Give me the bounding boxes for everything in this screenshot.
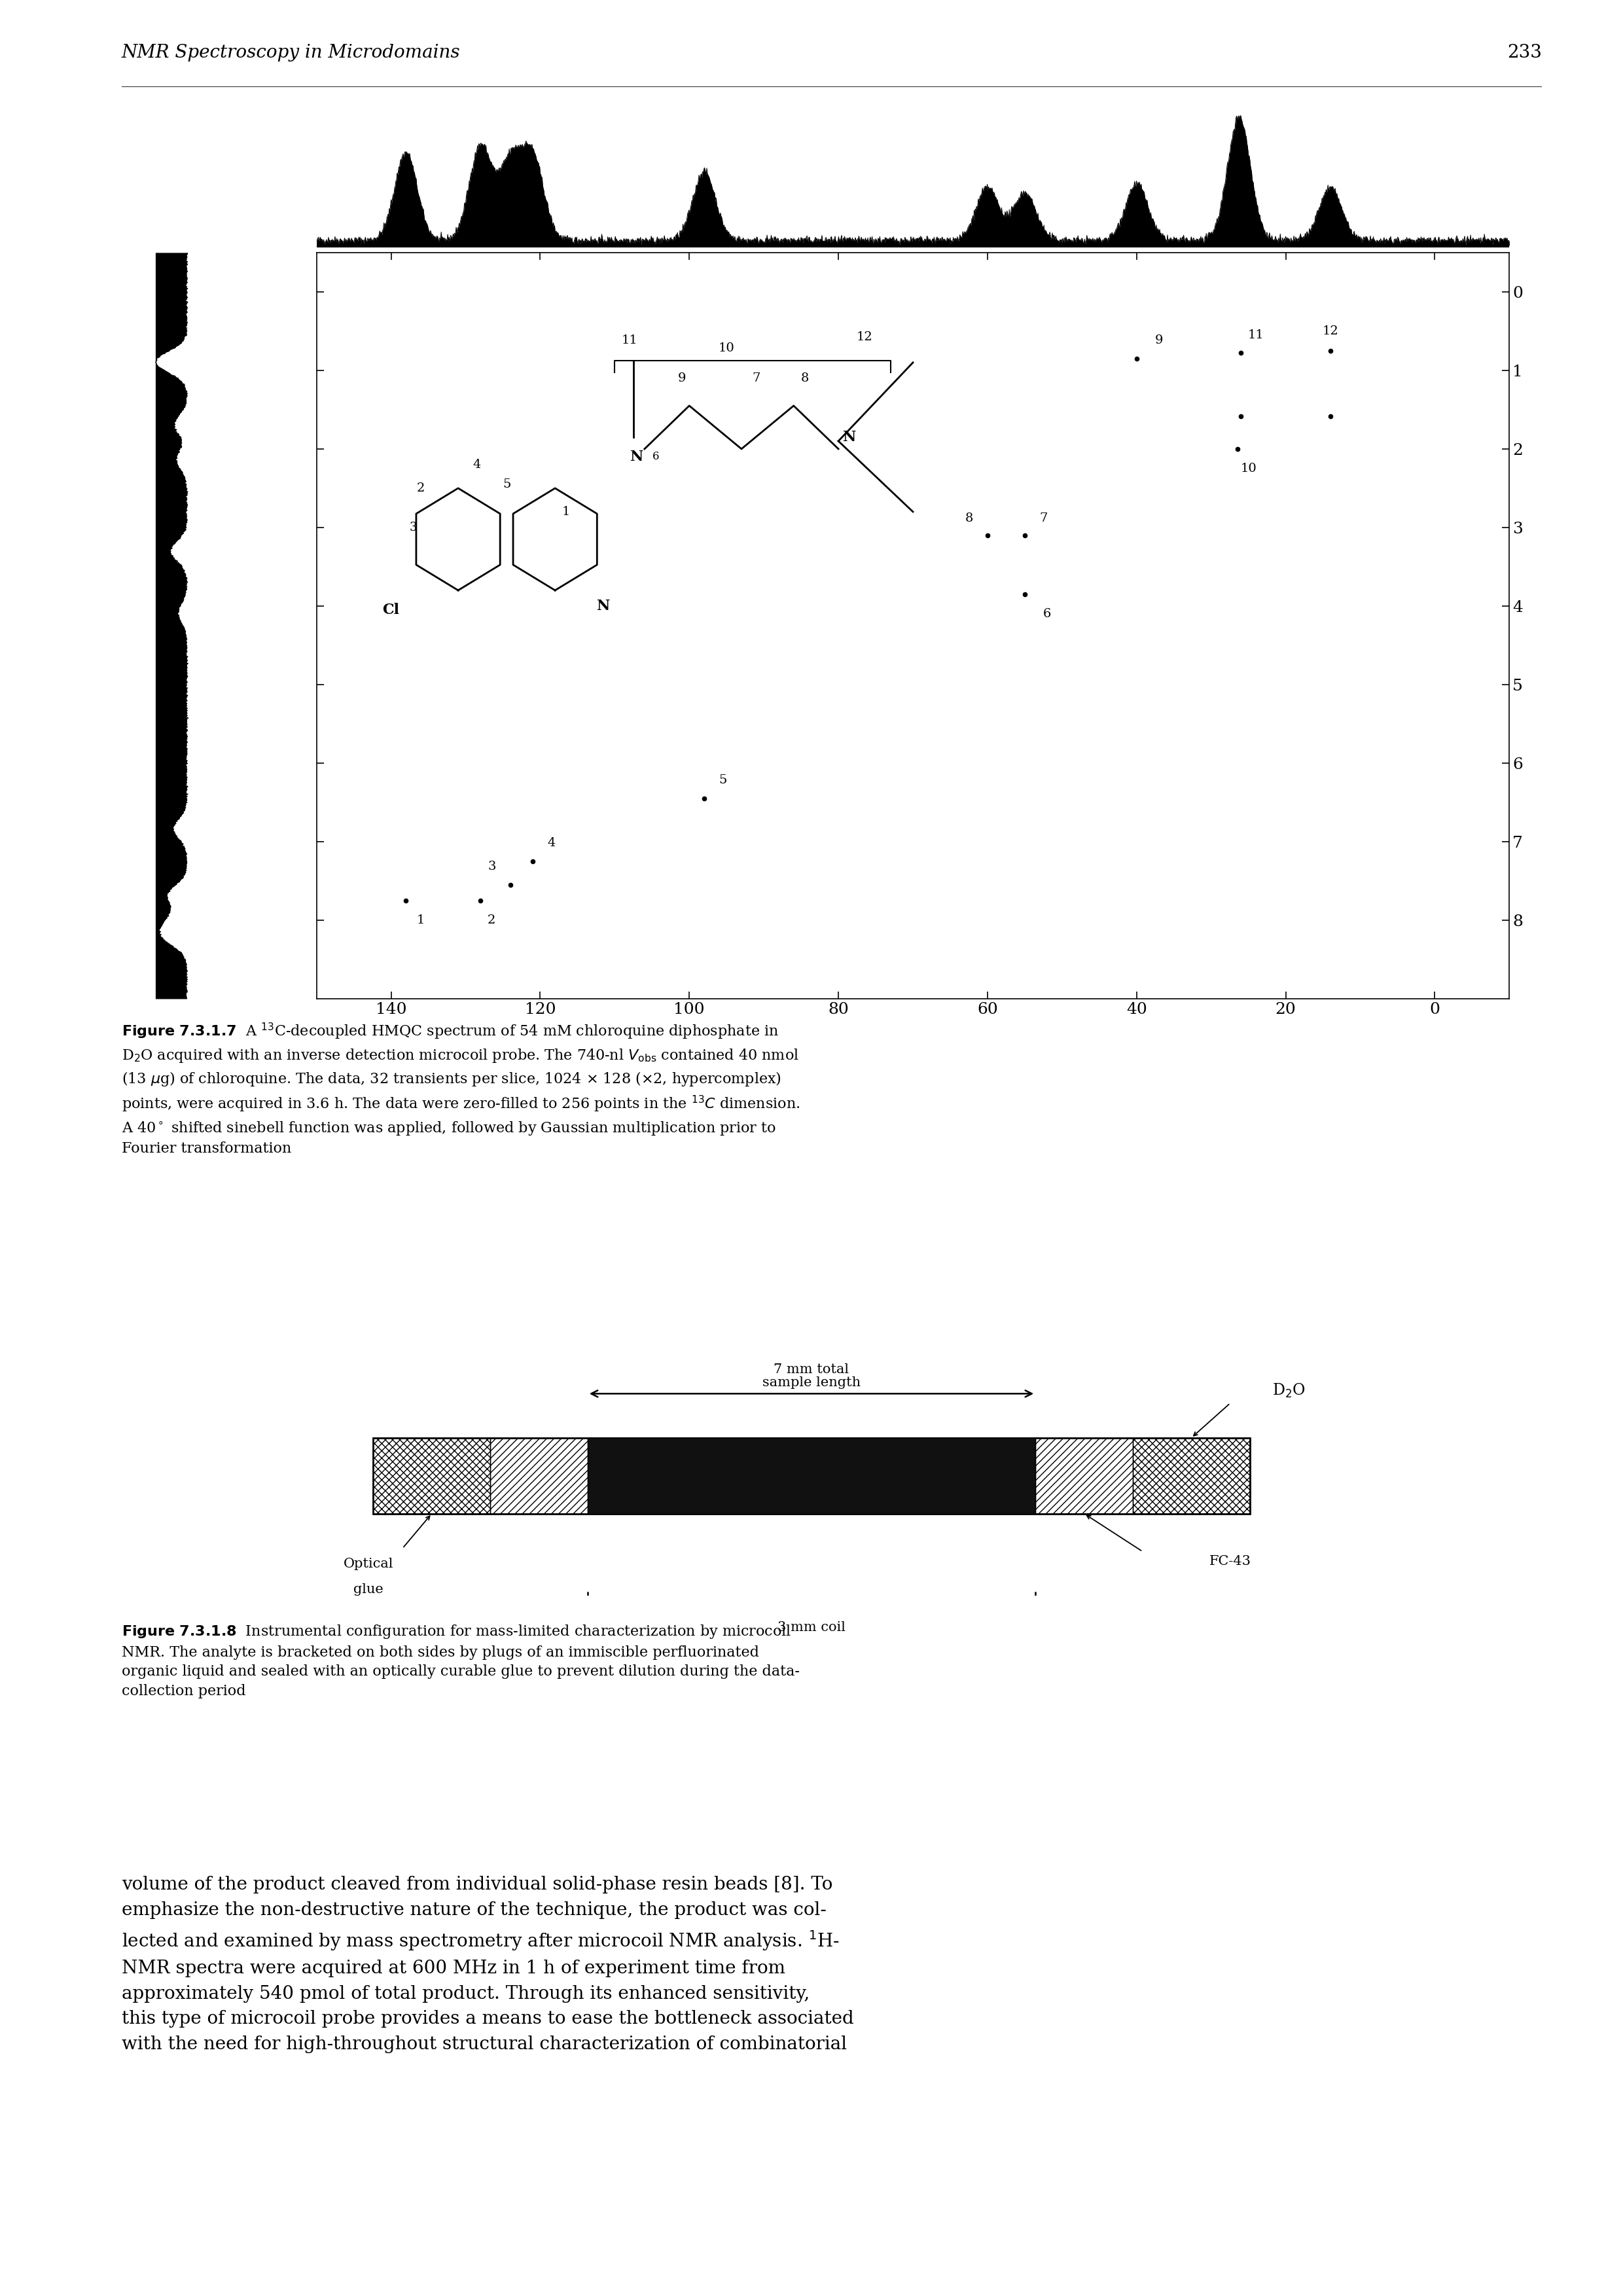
Text: 7: 7 (1039, 512, 1047, 523)
Text: volume of the product cleaved from individual solid-phase resin beads [8]. To
em: volume of the product cleaved from indiv… (122, 1876, 854, 2053)
Text: sample length: sample length (763, 1375, 860, 1389)
Text: Cl: Cl (383, 604, 399, 618)
Text: 7: 7 (753, 372, 761, 383)
Text: 2: 2 (487, 914, 495, 925)
Text: 233: 233 (1508, 44, 1542, 62)
Text: 8: 8 (800, 372, 808, 383)
Text: D$_2$O: D$_2$O (1272, 1382, 1305, 1398)
Text: N: N (842, 429, 857, 445)
Bar (588, 1437, 1035, 1513)
Text: glue: glue (354, 1584, 383, 1596)
Bar (373, 1437, 490, 1513)
Text: 12: 12 (1323, 326, 1339, 338)
Text: NMR Spectroscopy in Microdomains: NMR Spectroscopy in Microdomains (122, 44, 461, 62)
Text: 3: 3 (409, 521, 417, 533)
Text: 2: 2 (417, 482, 425, 494)
Bar (373, 1437, 1250, 1513)
Text: 3: 3 (487, 861, 495, 872)
Text: 1: 1 (562, 505, 570, 517)
Text: $\mathbf{Figure\ 7.3.1.8}$  Instrumental configuration for mass-limited characte: $\mathbf{Figure\ 7.3.1.8}$ Instrumental … (122, 1623, 800, 1699)
Text: 4: 4 (547, 838, 555, 850)
Text: N: N (630, 450, 644, 464)
Text: 7 mm total: 7 mm total (774, 1364, 849, 1375)
Text: 5: 5 (503, 478, 511, 489)
Text: 12: 12 (857, 331, 873, 344)
Text: 11: 11 (622, 335, 638, 347)
Text: 8: 8 (964, 512, 972, 523)
Text: 9: 9 (1156, 335, 1164, 347)
Text: 3 mm coil: 3 mm coil (777, 1621, 846, 1632)
Text: 11: 11 (1248, 328, 1264, 340)
Text: 6: 6 (652, 452, 659, 461)
Bar (1035, 1437, 1133, 1513)
Text: 5: 5 (719, 774, 727, 785)
Bar (1133, 1437, 1250, 1513)
Text: 10: 10 (719, 342, 735, 354)
Text: $\mathbf{Figure\ 7.3.1.7}$  A $^{13}$C-decoupled HMQC spectrum of 54 mM chloroqu: $\mathbf{Figure\ 7.3.1.7}$ A $^{13}$C-de… (122, 1022, 800, 1157)
Text: 4: 4 (472, 459, 480, 471)
Text: N: N (597, 599, 610, 613)
Text: 6: 6 (1044, 608, 1052, 620)
Text: 1: 1 (417, 914, 425, 925)
Bar (490, 1437, 588, 1513)
Text: 10: 10 (1240, 464, 1256, 475)
Text: 9: 9 (678, 372, 687, 383)
Text: FC-43: FC-43 (1209, 1554, 1251, 1568)
Text: Optical: Optical (344, 1557, 393, 1570)
